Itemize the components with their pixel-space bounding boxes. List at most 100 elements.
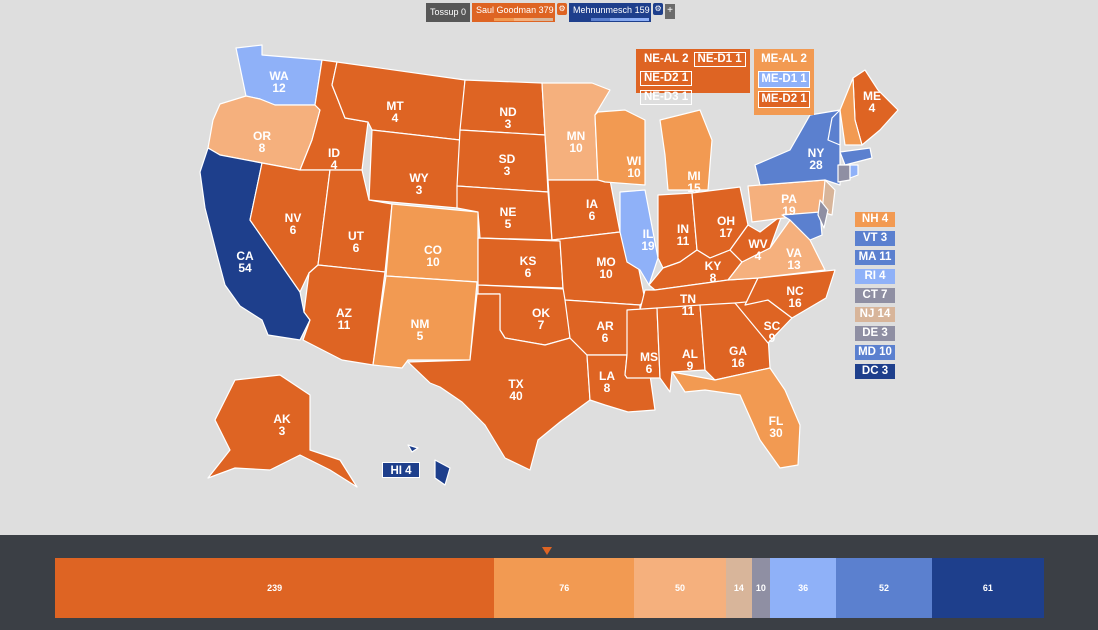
state-il[interactable] <box>619 189 659 286</box>
state-de[interactable] <box>817 199 829 229</box>
state-tx[interactable] <box>407 293 591 471</box>
state-label-pa: PA <box>781 192 797 206</box>
state-ia[interactable] <box>547 179 621 241</box>
state-ev-il: 19 <box>641 239 655 253</box>
state-label-nd: ND <box>499 105 517 119</box>
state-ev-me: 4 <box>869 101 876 115</box>
state-ev-al: 9 <box>687 359 694 373</box>
state-hi[interactable] <box>434 459 451 486</box>
small-state-ri[interactable]: RI 4 <box>855 269 895 284</box>
state-label-tx: TX <box>508 377 523 391</box>
state-ev-or: 8 <box>259 141 266 155</box>
ne-d3-district[interactable]: NE-D3 1 <box>640 90 693 105</box>
state-label-fl: FL <box>769 414 784 428</box>
state-ev-ks: 6 <box>525 266 532 280</box>
state-label-tn: TN <box>680 292 696 306</box>
state-ev-ak: 3 <box>279 424 286 438</box>
tossup-button[interactable]: Tossup 0 <box>426 3 471 22</box>
state-hi[interactable] <box>407 444 419 453</box>
state-label-az: AZ <box>336 306 352 320</box>
state-ev-ga: 16 <box>731 356 745 370</box>
state-ct[interactable] <box>837 164 851 183</box>
state-label-ak: AK <box>273 412 291 426</box>
state-label-ok: OK <box>532 306 550 320</box>
dem-settings-icon[interactable]: ⚙ <box>653 3 664 15</box>
ne-d2-district[interactable]: NE-D2 1 <box>640 71 693 86</box>
state-mi[interactable] <box>659 109 713 191</box>
state-label-mn: MN <box>567 129 586 143</box>
state-vt[interactable] <box>827 109 841 146</box>
state-label-il: IL <box>643 227 654 241</box>
state-fl[interactable] <box>671 367 801 469</box>
state-me[interactable] <box>852 69 899 146</box>
state-ev-id: 4 <box>331 158 338 172</box>
ne-al-district[interactable]: NE-AL 2 <box>644 53 689 65</box>
small-state-dc[interactable]: DC 3 <box>855 364 895 379</box>
small-state-nh[interactable]: NH 4 <box>855 212 895 227</box>
state-ev-sd: 3 <box>504 164 511 178</box>
state-label-wa: WA <box>269 69 289 83</box>
state-ev-wi: 10 <box>627 166 641 180</box>
state-ny[interactable] <box>754 109 841 186</box>
state-ev-sc: 9 <box>769 331 776 345</box>
state-ev-ar: 6 <box>602 331 609 345</box>
state-ev-nd: 3 <box>505 117 512 131</box>
state-ak[interactable] <box>207 374 358 488</box>
small-state-de[interactable]: DE 3 <box>855 326 895 341</box>
add-candidate-icon[interactable]: + <box>665 4 676 19</box>
state-label-wv: WV <box>748 237 767 251</box>
dem-candidate-label: Mehnunmesch 159 <box>573 5 650 15</box>
state-ms[interactable] <box>624 307 661 379</box>
state-ev-oh: 17 <box>719 226 733 240</box>
state-ev-co: 10 <box>426 255 440 269</box>
ne-d1-district[interactable]: NE-D1 1 <box>693 52 746 67</box>
state-ev-in: 11 <box>677 234 690 248</box>
state-ev-la: 8 <box>604 381 611 395</box>
state-label-nm: NM <box>411 317 430 331</box>
state-wi[interactable] <box>594 109 646 186</box>
small-state-md[interactable]: MD 10 <box>855 345 895 360</box>
me-d1-district[interactable]: ME-D1 1 <box>758 71 810 88</box>
state-ev-ca: 54 <box>238 261 252 275</box>
state-ev-ut: 6 <box>353 241 360 255</box>
electoral-vote-summary: 239 76 50 14 10 36 52 61 <box>0 535 1098 630</box>
rep-candidate-button[interactable]: Saul Goodman 379 <box>472 3 556 22</box>
candidate-bar: Tossup 0 Saul Goodman 379 ⚙ Mehnunmesch … <box>426 3 676 22</box>
state-ri[interactable] <box>849 164 859 179</box>
state-ev-wa: 12 <box>272 81 286 95</box>
me-al-district[interactable]: ME-AL 2 <box>761 53 807 65</box>
state-label-sd: SD <box>499 152 516 166</box>
state-label-ny: NY <box>808 146 825 160</box>
rep-settings-icon[interactable]: ⚙ <box>557 3 568 15</box>
hawaii-label[interactable]: HI 4 <box>382 462 420 478</box>
maine-district-box: ME-AL 2 ME-D1 1 ME-D2 1 <box>754 49 814 115</box>
rep-candidate-label: Saul Goodman 379 <box>476 5 554 15</box>
dem-shade-swatches <box>571 18 650 21</box>
small-state-ct[interactable]: CT 7 <box>855 288 895 303</box>
state-md[interactable] <box>781 211 823 241</box>
me-d2-district[interactable]: ME-D2 1 <box>758 91 810 108</box>
state-ev-ia: 6 <box>589 209 596 223</box>
small-state-ma[interactable]: MA 11 <box>855 250 895 265</box>
state-label-nv: NV <box>285 211 302 225</box>
state-ma[interactable] <box>839 147 873 166</box>
state-label-al: AL <box>682 347 698 361</box>
state-ev-ms: 6 <box>646 362 653 376</box>
state-label-ia: IA <box>586 197 598 211</box>
dem-candidate-button[interactable]: Mehnunmesch 159 <box>569 3 652 22</box>
state-label-ms: MS <box>640 350 658 364</box>
state-wy[interactable] <box>368 129 461 209</box>
small-state-nj[interactable]: NJ 14 <box>855 307 895 322</box>
vote-segment-rep-lean: 50 <box>634 558 726 618</box>
majority-marker-icon <box>542 547 552 555</box>
state-label-sc: SC <box>764 319 781 333</box>
state-nh[interactable] <box>839 77 863 146</box>
state-az[interactable] <box>302 264 386 366</box>
small-state-vt[interactable]: VT 3 <box>855 231 895 246</box>
state-label-in: IN <box>677 222 689 236</box>
state-ev-fl: 30 <box>769 426 783 440</box>
state-label-nc: NC <box>786 284 804 298</box>
state-nm[interactable] <box>372 275 478 369</box>
state-label-me: ME <box>863 89 881 103</box>
